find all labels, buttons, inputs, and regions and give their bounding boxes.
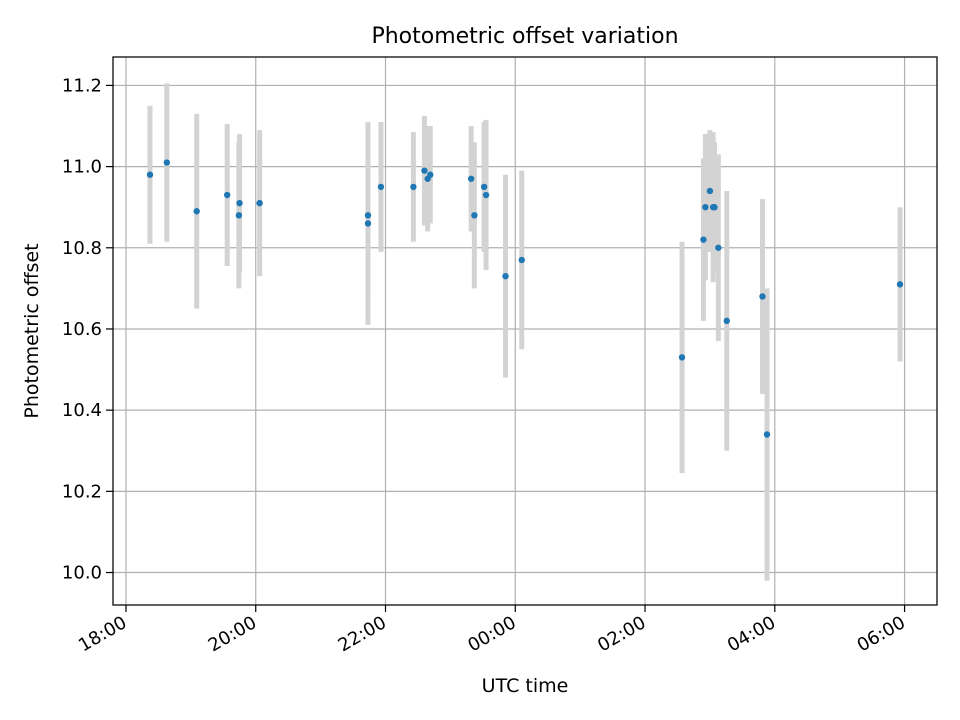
data-point (480, 183, 488, 191)
data-point (700, 236, 707, 243)
x-tick-label: 00:00 (464, 612, 519, 656)
y-tick-label: 11.0 (62, 157, 102, 178)
y-tick-label: 10.6 (62, 319, 102, 340)
data-points (146, 159, 904, 438)
x-axis-ticks: 18:00 20:00 22:00 00:00 02:00 04:00 06:00 (75, 605, 909, 656)
x-tick-label: 20:00 (205, 612, 260, 656)
y-axis-ticks: 10.0 10.2 10.4 10.6 10.8 11.0 11.2 (62, 75, 113, 584)
data-point (421, 167, 428, 174)
data-point (236, 199, 243, 207)
data-point (706, 187, 714, 195)
x-tick-label: 06:00 (854, 612, 909, 656)
data-point (467, 175, 475, 182)
data-point (711, 203, 718, 211)
y-tick-label: 11.2 (62, 75, 102, 96)
y-tick-label: 10.4 (62, 400, 102, 421)
x-axis-label: UTC time (482, 675, 569, 697)
data-point (518, 256, 525, 264)
data-point (223, 191, 231, 199)
data-point (410, 183, 417, 191)
y-axis-label: Photometric offset (21, 243, 43, 418)
data-point (678, 354, 686, 361)
data-point (702, 203, 709, 211)
chart-title: Photometric offset variation (371, 24, 678, 49)
y-tick-label: 10.8 (62, 238, 102, 259)
x-tick-label: 04:00 (724, 612, 779, 656)
x-tick-label: 22:00 (335, 612, 390, 656)
data-point (193, 208, 200, 215)
x-tick-label: 02:00 (594, 612, 649, 656)
y-tick-label: 10.2 (62, 481, 102, 502)
plot-frame (112, 56, 938, 606)
data-point (471, 212, 478, 219)
data-point (364, 220, 372, 227)
data-point (482, 191, 490, 199)
y-tick-label: 10.0 (62, 563, 102, 584)
data-point (763, 431, 771, 438)
data-point (364, 212, 372, 219)
data-point (163, 159, 171, 166)
data-point (759, 293, 766, 300)
data-point (256, 199, 263, 207)
grid (113, 57, 937, 605)
data-point (235, 212, 243, 219)
data-point (896, 281, 904, 288)
data-point (427, 171, 434, 178)
error-bars (147, 83, 903, 581)
data-point (502, 273, 509, 280)
x-tick-label: 18:00 (75, 612, 130, 656)
data-point (146, 171, 154, 178)
data-point (377, 183, 385, 191)
data-point (715, 244, 722, 251)
data-point (723, 317, 730, 325)
